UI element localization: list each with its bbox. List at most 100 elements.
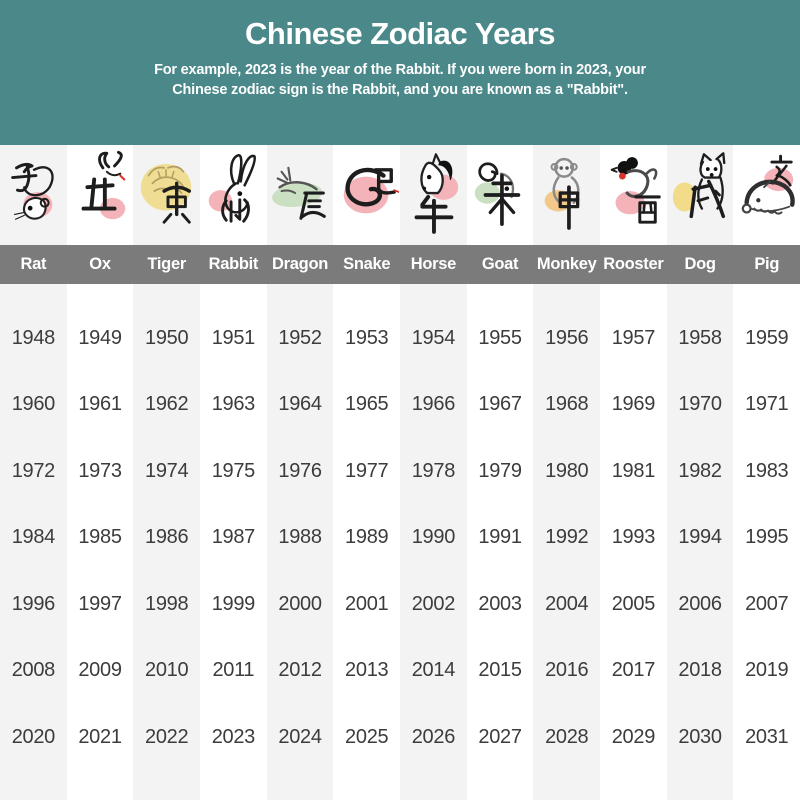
year-cell: 2002 bbox=[411, 592, 456, 615]
zodiac-column-tiger: Tiger 1950 1962 1974 1986 1998 2010 2022 bbox=[133, 145, 201, 800]
animal-name-label: Rat bbox=[0, 245, 67, 284]
year-column-rabbit: 1951 1963 1975 1987 1999 2011 2023 bbox=[200, 284, 267, 800]
subtitle-line-2: Chinese zodiac sign is the Rabbit, and y… bbox=[172, 82, 628, 98]
year-column-ox: 1949 1961 1973 1985 1997 2009 2021 bbox=[67, 284, 134, 800]
dog-zodiac-art bbox=[672, 152, 726, 219]
rat-zodiac-art bbox=[11, 162, 54, 220]
animal-name-label: Horse bbox=[400, 245, 467, 284]
subtitle-line-1: For example, 2023 is the year of the Rab… bbox=[154, 62, 646, 78]
year-cell: 2005 bbox=[611, 592, 656, 615]
year-cell: 2014 bbox=[411, 659, 456, 682]
page-header: Chinese Zodiac Years For example, 2023 i… bbox=[0, 0, 800, 145]
zodiac-column-rooster: Rooster 1957 1969 1981 1993 2005 2017 2029 bbox=[600, 145, 667, 800]
animal-name-label: Rabbit bbox=[200, 245, 267, 284]
year-cell: 1952 bbox=[278, 326, 322, 349]
year-cell: 2030 bbox=[678, 725, 722, 748]
year-cell: 2020 bbox=[11, 725, 56, 748]
year-cell: 1985 bbox=[78, 526, 122, 549]
rabbit-icon bbox=[200, 145, 267, 245]
snake-icon bbox=[333, 145, 400, 245]
year-cell: 1971 bbox=[745, 393, 789, 416]
goat-icon bbox=[467, 145, 534, 245]
year-cell: 2026 bbox=[411, 725, 456, 748]
year-cell: 1989 bbox=[345, 526, 389, 549]
animal-name-label: Ox bbox=[66, 245, 134, 284]
year-cell: 1986 bbox=[145, 526, 189, 549]
year-cell: 2024 bbox=[278, 725, 322, 748]
year-cell: 2007 bbox=[745, 592, 789, 615]
year-cell: 1967 bbox=[478, 393, 522, 416]
year-cell: 2009 bbox=[78, 659, 122, 682]
year-cell: 1959 bbox=[745, 326, 789, 349]
year-cell: 1976 bbox=[278, 459, 322, 482]
year-cell: 2000 bbox=[278, 592, 322, 615]
year-cell: 1973 bbox=[78, 459, 122, 482]
year-cell: 1977 bbox=[345, 459, 389, 482]
animal-name-label: Dragon bbox=[266, 245, 334, 284]
year-cell: 1993 bbox=[611, 526, 656, 549]
zodiac-column-dragon: Dragon 1952 1964 1976 1988 2000 2012 2024 bbox=[266, 145, 334, 800]
year-cell: 1955 bbox=[478, 326, 522, 349]
year-cell: 1979 bbox=[478, 459, 522, 482]
animal-name-label: Goat bbox=[466, 245, 534, 284]
year-cell: 1995 bbox=[745, 526, 789, 549]
year-cell: 1975 bbox=[211, 459, 256, 482]
year-cell: 1984 bbox=[11, 526, 56, 549]
year-cell: 2013 bbox=[345, 659, 389, 682]
year-cell: 2027 bbox=[478, 725, 522, 748]
year-cell: 1949 bbox=[78, 326, 122, 349]
page-title: Chinese Zodiac Years bbox=[245, 16, 555, 51]
zodiac-table: Rat 1948 1960 1972 1984 1996 2008 2020 Ox 1949 196… bbox=[0, 145, 800, 800]
ox-icon bbox=[67, 145, 134, 245]
year-cell: 1991 bbox=[478, 526, 522, 549]
year-cell: 1972 bbox=[11, 459, 56, 482]
year-cell: 1992 bbox=[545, 526, 589, 549]
year-cell: 1987 bbox=[211, 526, 256, 549]
year-cell: 1954 bbox=[411, 326, 456, 349]
year-cell: 1988 bbox=[278, 526, 322, 549]
year-cell: 1970 bbox=[678, 393, 722, 416]
year-cell: 2011 bbox=[212, 659, 255, 682]
year-cell: 2001 bbox=[345, 592, 389, 615]
animal-name-label: Monkey bbox=[533, 245, 601, 284]
year-cell: 2015 bbox=[478, 659, 522, 682]
animal-name-label: Dog bbox=[666, 245, 734, 284]
year-column-tiger: 1950 1962 1974 1986 1998 2010 2022 bbox=[133, 284, 200, 800]
snake-zodiac-art bbox=[343, 167, 399, 214]
year-cell: 2016 bbox=[545, 659, 589, 682]
goat-zodiac-art bbox=[474, 162, 521, 226]
year-cell: 2025 bbox=[345, 725, 389, 748]
year-column-rat: 1948 1960 1972 1984 1996 2008 2020 bbox=[0, 284, 67, 800]
year-cell: 2004 bbox=[545, 592, 589, 615]
zodiac-column-monkey: Monkey 1956 1968 1980 1992 2004 2016 2028 bbox=[533, 145, 601, 800]
year-cell: 1969 bbox=[611, 393, 656, 416]
year-column-monkey: 1956 1968 1980 1992 2004 2016 2028 bbox=[533, 284, 600, 800]
page-subtitle: For example, 2023 is the year of the Rab… bbox=[0, 60, 800, 100]
year-cell: 1948 bbox=[11, 326, 56, 349]
tiger-icon bbox=[133, 145, 200, 245]
year-cell: 2010 bbox=[145, 659, 189, 682]
animal-name-label: Tiger bbox=[133, 245, 201, 284]
rooster-zodiac-art bbox=[611, 157, 662, 224]
horse-zodiac-art bbox=[414, 153, 459, 234]
dragon-icon bbox=[267, 145, 334, 245]
year-cell: 1982 bbox=[678, 459, 722, 482]
year-column-dragon: 1952 1964 1976 1988 2000 2012 2024 bbox=[267, 284, 334, 800]
year-cell: 1990 bbox=[411, 526, 456, 549]
year-cell: 1998 bbox=[145, 592, 189, 615]
year-cell: 1964 bbox=[278, 393, 322, 416]
year-cell: 2017 bbox=[611, 659, 656, 682]
zodiac-column-rabbit: Rabbit 1951 1963 1975 1987 1999 2011 2023 bbox=[200, 145, 267, 800]
year-cell: 2019 bbox=[745, 659, 789, 682]
year-cell: 2003 bbox=[478, 592, 522, 615]
animal-name-label: Snake bbox=[333, 245, 401, 284]
year-cell: 1965 bbox=[345, 393, 389, 416]
year-column-snake: 1953 1965 1977 1989 2001 2013 2025 bbox=[333, 284, 400, 800]
animal-name-label: Rooster bbox=[600, 245, 667, 284]
pig-zodiac-art bbox=[741, 154, 795, 215]
year-cell: 1958 bbox=[678, 326, 722, 349]
rat-icon bbox=[0, 145, 67, 245]
zodiac-column-snake: Snake 1953 1965 1977 1989 2001 2013 2025 bbox=[333, 145, 401, 800]
monkey-icon bbox=[533, 145, 600, 245]
